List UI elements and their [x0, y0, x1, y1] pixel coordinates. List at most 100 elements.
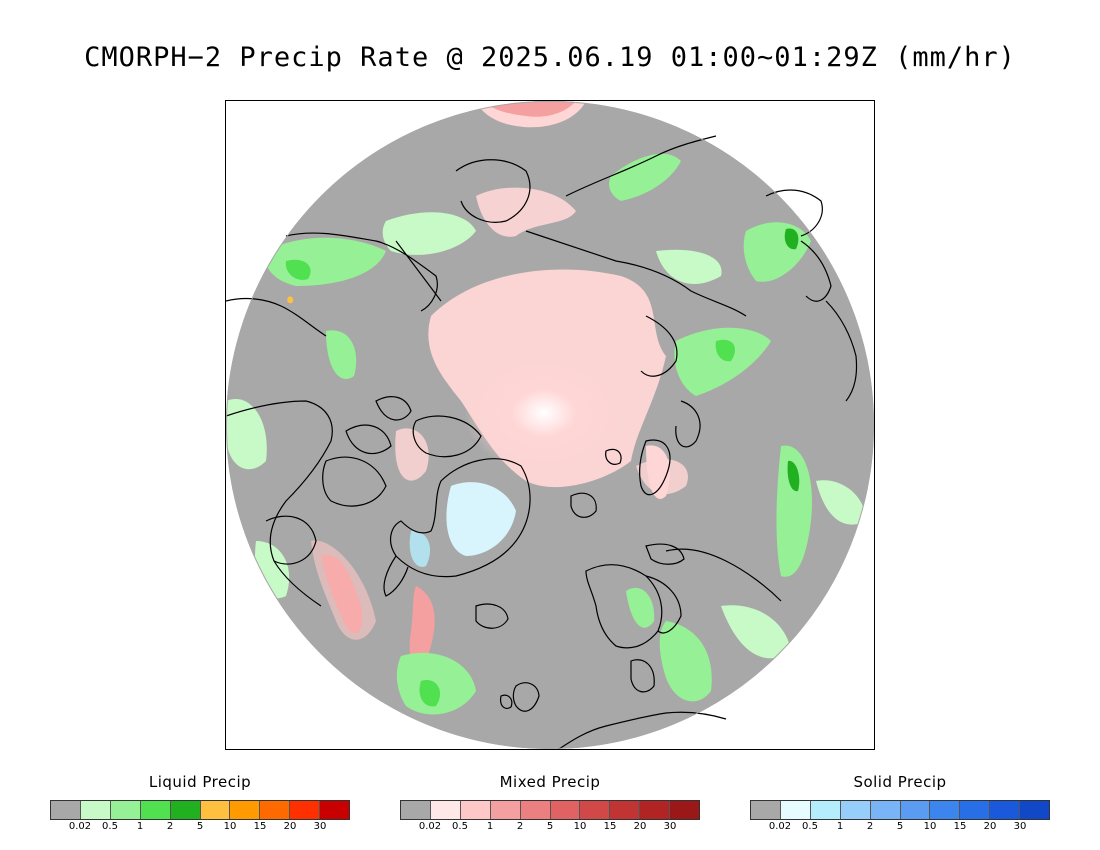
coastline-alaska-south [226, 297, 327, 337]
legend-color-bar [50, 800, 350, 820]
coastline-kola [645, 543, 685, 565]
coastline-finland [645, 575, 682, 634]
pole-glow [464, 353, 624, 473]
legend-swatch-3 [140, 801, 171, 819]
coastline-svalbard [570, 492, 597, 518]
legend-swatch-0 [751, 801, 781, 819]
liquid-precip-ural-core [787, 460, 800, 492]
legend-solid-precip: Solid Precip 0.02 0.5 1 2 5 10 15 20 30 [750, 772, 1050, 834]
legend-tick-label: 10 [573, 821, 587, 832]
legend-tick-label: 20 [283, 821, 297, 832]
legend-swatch-6 [580, 801, 611, 819]
legend-tick-label: 1 [486, 821, 494, 832]
map-disc-outline [226, 101, 874, 749]
coastline-franz-josef [605, 448, 622, 465]
legend-swatch-9 [1020, 801, 1050, 819]
legend-swatch-8 [990, 801, 1021, 819]
legend-tick-label: 5 [196, 821, 204, 832]
legend-swatch-5 [900, 801, 931, 819]
legend-swatch-4 [870, 801, 901, 819]
liquid-precip-atlantic-core [419, 680, 441, 707]
legend-tick-label: 0.5 [802, 821, 818, 832]
legend-tick-label: 30 [663, 821, 677, 832]
liquid-precip-north-atlantic [396, 652, 476, 715]
legend-tick-label: 30 [1013, 821, 1027, 832]
legend-tick-label: 10 [223, 821, 237, 832]
legend-swatch-7 [260, 801, 291, 819]
liquid-precip-siberia-central [674, 327, 771, 396]
precip-layers [226, 101, 866, 715]
legend-ticks: 0.02 0.5 1 2 5 10 15 20 30 [50, 820, 350, 834]
legend-swatch-4 [520, 801, 551, 819]
liquid-precip-siberia-central-core [715, 339, 736, 362]
liquid-precip-europe-east [721, 605, 791, 659]
polar-map-panel [225, 100, 875, 750]
coastline-greenland [389, 458, 531, 578]
legend-swatch-2 [110, 801, 141, 819]
legend-swatch-5 [550, 801, 581, 819]
mixed-precip-baffin [395, 428, 429, 481]
legend-tick-label: 5 [546, 821, 554, 832]
coastline-greenland-south-tip [383, 555, 409, 597]
mixed-precip-siberia [476, 187, 576, 237]
mixed-precip-labrador-edge [311, 540, 376, 640]
legend-swatch-0 [51, 801, 81, 819]
coastline-okhotsk [765, 189, 823, 237]
legend-tick-label: 20 [983, 821, 997, 832]
legend-tick-label: 5 [896, 821, 904, 832]
legend-color-bar [400, 800, 700, 820]
legend-swatch-7 [610, 801, 641, 819]
liquid-precip-west-siberia [816, 480, 866, 525]
polar-stereographic-map [226, 101, 874, 749]
coastline-canadian-archipelago-2 [345, 424, 392, 455]
legend-tick-label: 2 [516, 821, 524, 832]
legend-swatch-3 [490, 801, 521, 819]
legend-swatch-6 [930, 801, 961, 819]
legend-swatch-2 [810, 801, 841, 819]
coastline-canadian-archipelago-1 [375, 396, 412, 421]
map-title: CMORPH−2 Precip Rate @ 2025.06.19 01:00~… [84, 42, 1016, 73]
liquid-precip-siberia-north [609, 153, 681, 201]
legend-swatch-1 [430, 801, 461, 819]
legend-swatch-5 [200, 801, 231, 819]
legend-mixed-precip: Mixed Precip 0.02 0.5 1 2 5 10 15 20 30 [400, 772, 700, 834]
legend-tick-label: 2 [166, 821, 174, 832]
coastline-british-isles [512, 682, 540, 712]
coastline-baffin [322, 456, 387, 507]
legend-swatch-8 [290, 801, 321, 819]
legend-ticks: 0.02 0.5 1 2 5 10 15 20 30 [400, 820, 700, 834]
legend-tick-label: 10 [923, 821, 937, 832]
legend-tick-label: 0.5 [102, 821, 118, 832]
legend-tick-label: 15 [953, 821, 967, 832]
legend-swatch-9 [670, 801, 700, 819]
liquid-precip-yukon [382, 212, 476, 255]
liquid-precip-siberia-east [656, 249, 722, 284]
legend-tick-label: 30 [313, 821, 327, 832]
coastline-russia-north [665, 548, 782, 602]
legend-swatch-3 [840, 801, 871, 819]
legend-swatch-2 [460, 801, 491, 819]
coastline-taymyr [640, 315, 678, 377]
coastline-north-america [226, 400, 333, 607]
coastline-siberia-east [565, 135, 717, 197]
legend-title: Liquid Precip [148, 773, 252, 791]
legend-swatch-8 [640, 801, 671, 819]
legend-tick-label: 1 [836, 821, 844, 832]
legend-swatch-1 [80, 801, 111, 819]
liquid-precip-alaska-warm [287, 296, 294, 304]
coastline-siberia [525, 230, 747, 317]
legend-liquid-precip: Liquid Precip 0.02 0.5 1 2 5 10 15 20 30 [50, 772, 350, 834]
liquid-precip-ural-band [776, 445, 812, 577]
liquid-precip-canada-central [326, 330, 357, 379]
liquid-precip-alaska-core [285, 259, 311, 280]
legend-tick-label: 0.02 [768, 821, 792, 832]
coastline-europe-mainland [557, 711, 727, 749]
coastline-ellesmere [412, 415, 482, 458]
legend-tick-label: 0.5 [452, 821, 468, 832]
coastline-kamchatka [800, 240, 832, 302]
legend-swatch-1 [780, 801, 811, 819]
solid-precip-greenland-south [409, 530, 431, 567]
legend-tick-label: 1 [136, 821, 144, 832]
legend-title: Mixed Precip [499, 773, 601, 791]
legend-tick-label: 20 [633, 821, 647, 832]
